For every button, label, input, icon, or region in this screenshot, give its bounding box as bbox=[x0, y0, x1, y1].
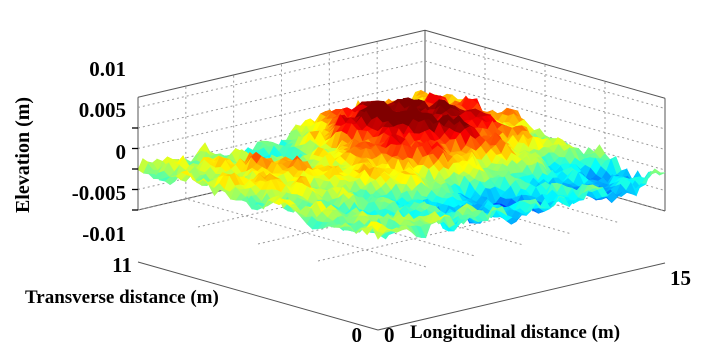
box-edge bbox=[137, 29, 426, 98]
y-axis-label: Transverse distance (m) bbox=[25, 287, 219, 308]
grid-line bbox=[137, 40, 426, 108]
x-tick-label: 0 bbox=[384, 323, 395, 347]
y-tick-label: 11 bbox=[112, 253, 132, 277]
tick-marks bbox=[132, 127, 138, 211]
x-tick-label: 15 bbox=[670, 266, 691, 290]
z-tick-label: -0.01 bbox=[82, 222, 126, 246]
surface-patch bbox=[372, 227, 384, 240]
grid-line bbox=[329, 164, 570, 234]
grid-line bbox=[185, 198, 426, 268]
grid-line bbox=[281, 176, 522, 245]
z-axis-label: Elevation (m) bbox=[12, 97, 34, 213]
x-axis-label: Longitudinal distance (m) bbox=[410, 322, 620, 343]
grid-line bbox=[377, 153, 618, 223]
box-edge bbox=[424, 29, 666, 99]
grid-line bbox=[233, 187, 474, 257]
grid-line bbox=[137, 60, 426, 129]
surface bbox=[137, 89, 666, 240]
z-tick-label: 0 bbox=[116, 140, 127, 164]
z-tick-label: 0.005 bbox=[79, 98, 126, 122]
z-tick-label: -0.005 bbox=[72, 181, 126, 205]
grid-line bbox=[424, 60, 666, 130]
grid-line bbox=[317, 193, 606, 262]
y-axis-line bbox=[137, 261, 379, 331]
z-tick-label: 0.01 bbox=[89, 57, 126, 81]
grid-line bbox=[424, 81, 666, 150]
x-axis-line bbox=[377, 262, 666, 331]
grid-line bbox=[424, 40, 666, 109]
y-tick-label: 0 bbox=[352, 323, 363, 347]
